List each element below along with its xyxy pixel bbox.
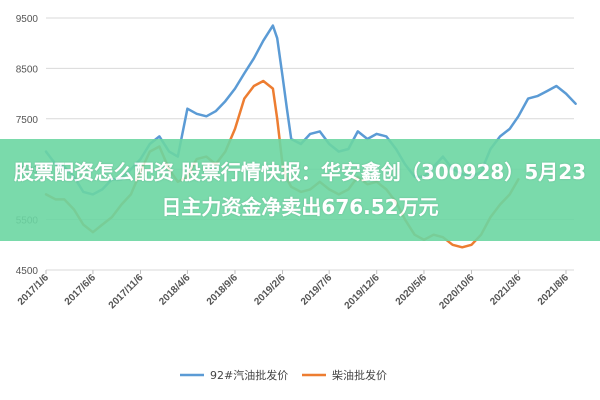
legend: 92#汽油批发价 柴油批发价 bbox=[180, 368, 387, 382]
y-tick-label: 4500 bbox=[16, 266, 39, 277]
x-tick-label: 2020/10/6 bbox=[437, 272, 477, 312]
x-tick-label: 2017/1/6 bbox=[16, 272, 52, 308]
y-tick-label: 7500 bbox=[16, 115, 39, 126]
x-tick-label: 2018/9/6 bbox=[205, 272, 241, 308]
x-tick-label: 2020/5/6 bbox=[394, 272, 430, 308]
legend-label-92: 92#汽油批发价 bbox=[210, 368, 288, 382]
x-tick-label: 2021/8/6 bbox=[536, 272, 572, 308]
y-tick-label: 9500 bbox=[16, 14, 39, 25]
x-tick-label: 2017/6/6 bbox=[63, 272, 99, 308]
x-tick-label: 2017/11/6 bbox=[107, 272, 146, 311]
x-tick-label: 2019/2/6 bbox=[252, 272, 288, 308]
headline-banner: 股票配资怎么配资 股票行情快报：华安鑫创（300928）5月23日主力资金净卖出… bbox=[0, 139, 600, 241]
y-tick-label: 8500 bbox=[16, 64, 39, 75]
headline-title: 股票配资怎么配资 股票行情快报：华安鑫创（300928）5月23日主力资金净卖出… bbox=[13, 160, 587, 219]
x-tick-label: 2019/12/6 bbox=[343, 272, 383, 312]
x-tick-label: 2021/3/6 bbox=[488, 272, 524, 308]
x-tick-label: 2019/7/6 bbox=[299, 272, 335, 308]
x-axis-ticks: 2017/1/6 2017/6/6 2017/11/6 2018/4/6 2018/9/… bbox=[16, 270, 572, 312]
legend-label-diesel: 柴油批发价 bbox=[332, 368, 387, 382]
x-tick-label: 2018/4/6 bbox=[157, 272, 193, 308]
